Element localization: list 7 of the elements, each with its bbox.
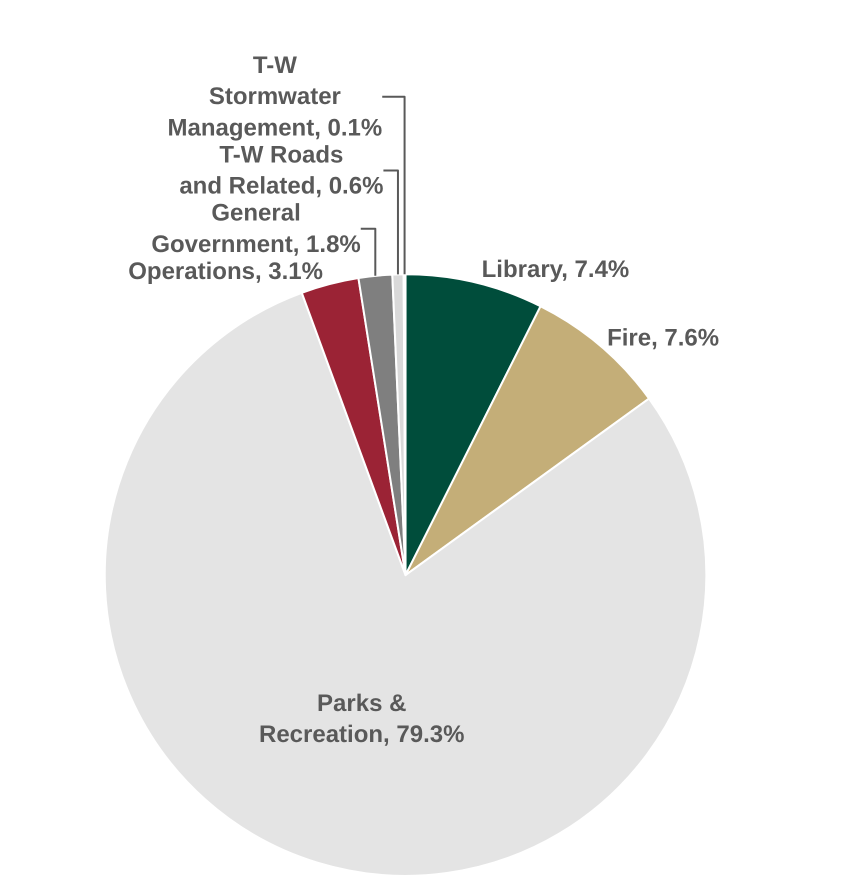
- slice-label: T-W Roads and Related, 0.6%: [179, 141, 384, 200]
- slice-label: Parks & Recreation, 79.3%: [258, 690, 464, 748]
- slice-label: Operations, 3.1%: [128, 258, 323, 285]
- slice-label: Fire, 7.6%: [607, 324, 720, 352]
- slice-label: General Government, 1.8%: [151, 200, 361, 258]
- slice-label: T-W Stormwater Management, 0.1%: [167, 52, 382, 142]
- slice-label: Library, 7.4%: [482, 256, 630, 284]
